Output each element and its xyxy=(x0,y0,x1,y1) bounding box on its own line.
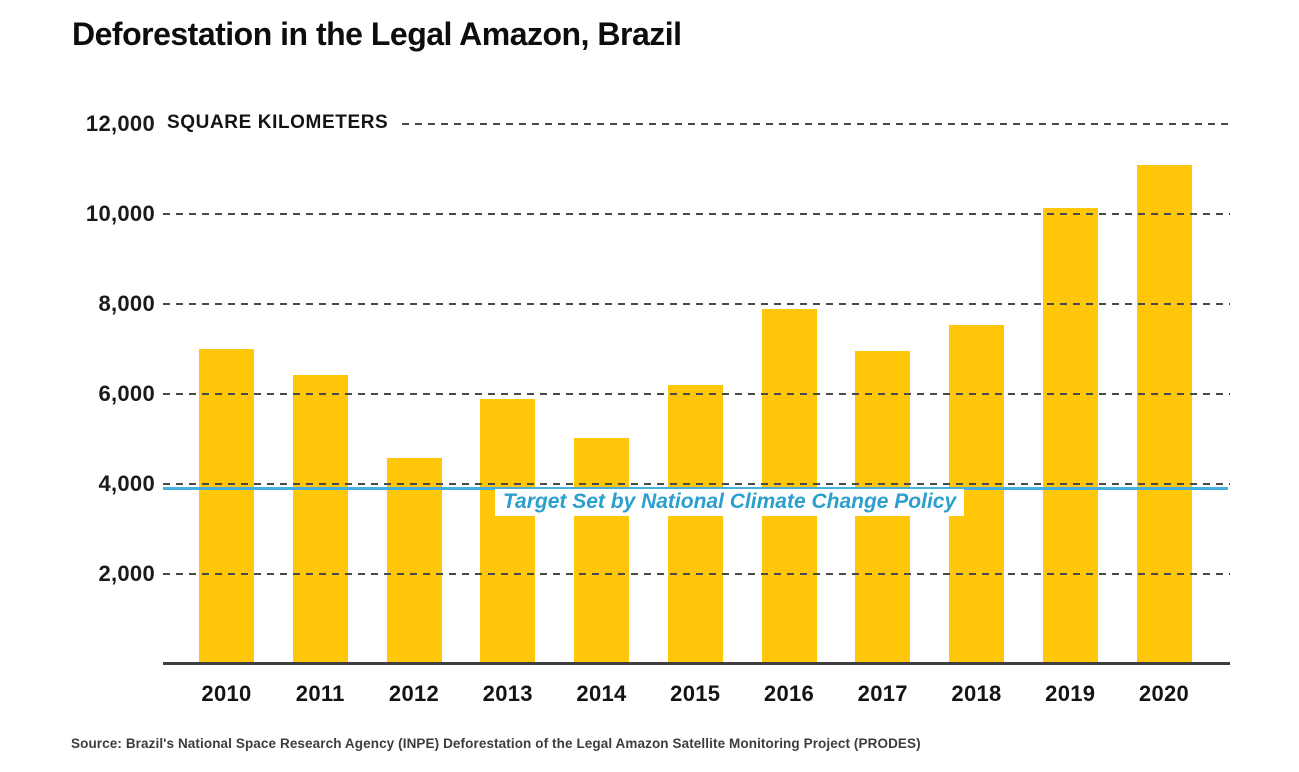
y-tick-label-10000: 10,000 xyxy=(85,201,155,226)
bar-2010 xyxy=(199,349,254,664)
y-tick-label-4000: 4,000 xyxy=(98,471,155,496)
x-axis-line xyxy=(163,662,1230,665)
plot-area: Target Set by National Climate Change Po… xyxy=(163,123,1230,664)
x-tick-label-2020: 2020 xyxy=(1138,681,1190,706)
x-tick-label-2016: 2016 xyxy=(763,681,815,706)
gridline-10000 xyxy=(163,213,1230,215)
gridline-6000 xyxy=(163,393,1230,395)
y-axis-tick-labels: 2,000 4,000 6,000 8,000 10,000 12,000 xyxy=(0,0,155,772)
y-tick-label-6000: 6,000 xyxy=(98,381,155,406)
x-tick-label-2011: 2011 xyxy=(295,681,345,706)
bar-2014 xyxy=(574,438,629,664)
x-tick-label-2010: 2010 xyxy=(201,681,252,706)
x-tick-label-2019: 2019 xyxy=(1045,681,1096,706)
gridline-2000 xyxy=(163,573,1230,575)
y-tick-label-8000: 8,000 xyxy=(98,291,155,316)
bar-2016 xyxy=(761,308,817,664)
x-tick-label-2015: 2015 xyxy=(670,681,721,706)
bar-2019 xyxy=(1042,208,1098,664)
x-tick-label-2018: 2018 xyxy=(951,681,1002,706)
chart-title: Deforestation in the Legal Amazon, Brazi… xyxy=(72,16,682,52)
gridline-12000 xyxy=(402,123,1230,125)
x-tick-label-2013: 2013 xyxy=(482,681,533,706)
bar-2011 xyxy=(292,375,348,664)
y-tick-label-2000: 2,000 xyxy=(98,561,155,586)
bar-2020 xyxy=(1136,165,1192,664)
target-line-label: Target Set by National Climate Change Po… xyxy=(495,489,965,517)
y-axis-unit-label: SQUARE KILOMETERS xyxy=(167,112,401,134)
x-tick-label-2012: 2012 xyxy=(388,681,440,706)
y-tick-label-12000: 12,000 xyxy=(85,111,155,136)
gridline-4000 xyxy=(163,483,1230,485)
bar-2015 xyxy=(667,384,723,664)
x-tick-label-2014: 2014 xyxy=(576,681,627,706)
bar-2012 xyxy=(386,458,442,664)
gridline-8000 xyxy=(163,303,1230,305)
x-tick-label-2017: 2017 xyxy=(857,681,908,706)
bar-2013 xyxy=(480,398,536,664)
source-note: Source: Brazil's National Space Research… xyxy=(71,736,921,751)
target-reference-line xyxy=(163,487,1228,491)
